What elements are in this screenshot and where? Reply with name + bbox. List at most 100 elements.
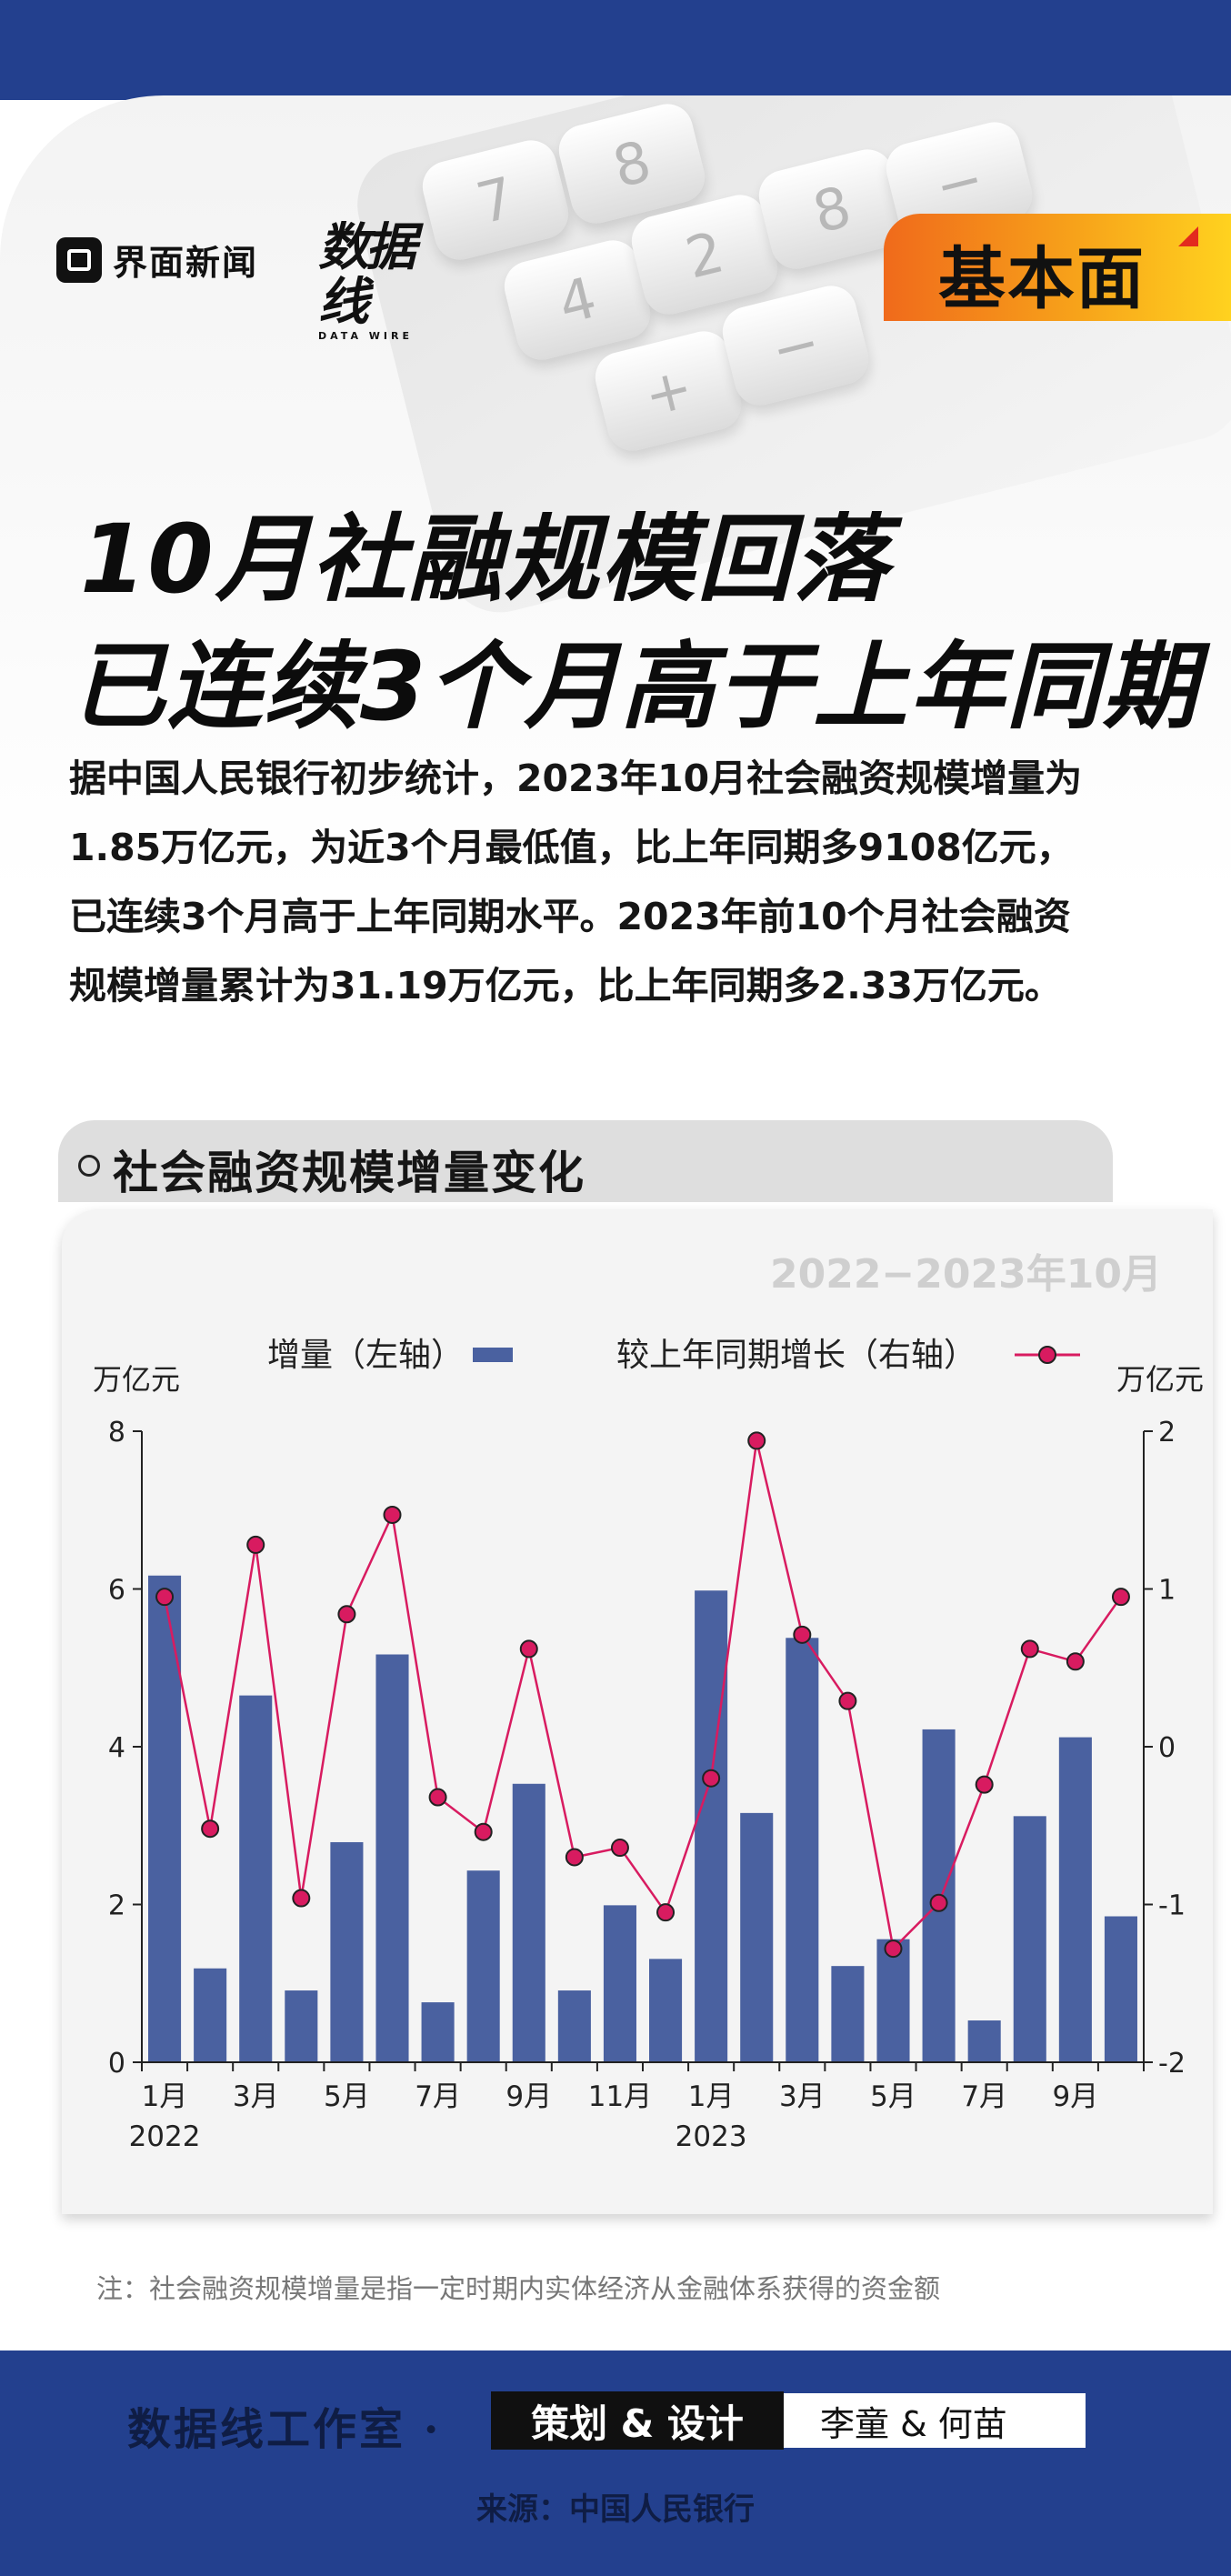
growth-point (474, 1822, 493, 1841)
badge-label: 基本面 (938, 240, 1146, 318)
left-tick-label: 0 (108, 2048, 125, 2080)
top-band (0, 0, 1231, 100)
left-tick-label: 8 (108, 1417, 125, 1448)
intro-line: 规模增量累计为31.19万亿元，比上年同期多2.33万亿元。 (69, 964, 1062, 1007)
bar (512, 1783, 545, 2062)
studio-name: 数据线工作室 · (127, 2404, 442, 2455)
bar (194, 1968, 227, 2062)
growth-line (163, 1440, 1122, 1951)
x-year-label: 2022 (129, 2120, 201, 2153)
left-axis-unit: 万亿元 (93, 1362, 180, 1397)
x-tick-label: 3月 (233, 2080, 279, 2113)
intro-line: 1.85万亿元，为近3个月最低值，比上年同期多9108亿元， (69, 826, 1074, 869)
bar (649, 1959, 683, 2062)
bar (148, 1575, 182, 2062)
footnote: 注：社会融资规模增量是指一定时期内实体经济从金融体系获得的资金额 (96, 2273, 941, 2304)
growth-point (838, 1691, 857, 1710)
growth-point (428, 1788, 447, 1807)
growth-point (747, 1431, 766, 1450)
right-tick-label: 1 (1158, 1575, 1176, 1607)
growth-point (292, 1889, 311, 1908)
growth-point (519, 1639, 538, 1659)
x-tick-label: 9月 (505, 2080, 552, 2113)
intro-line: 据中国人民银行初步统计，2023年10月社会融资规模增量为 (69, 757, 1083, 800)
bar (421, 2002, 455, 2062)
credit-role: 策划 & 设计 (491, 2391, 784, 2450)
section-title: 社会融资规模增量变化 (113, 1147, 585, 1199)
x-tick-label: 5月 (870, 2080, 916, 2113)
growth-point (383, 1505, 402, 1524)
bar (740, 1812, 774, 2062)
growth-point (201, 1819, 220, 1839)
right-axis-unit: 万亿元 (1116, 1362, 1204, 1397)
dataline-logo[interactable]: 数据线 DATA WIRE (318, 218, 445, 343)
section-tab (58, 1120, 1113, 1202)
headline-line-2: 已连续3个月高于上年同期 (71, 631, 1199, 742)
growth-point (155, 1588, 175, 1607)
right-tick-label: 2 (1158, 1417, 1176, 1448)
growth-point (1066, 1652, 1085, 1671)
growth-point (975, 1775, 994, 1794)
bar (603, 1905, 636, 2062)
x-tick-label: 3月 (779, 2080, 826, 2113)
growth-point (610, 1839, 629, 1858)
growth-point (656, 1903, 676, 1922)
x-tick-label: 11月 (588, 2080, 652, 2113)
chart-card: 2022−2023年10月 增量（左轴） 较上年同期增长（右轴） 万亿元 万亿元 0 2 4 6… (62, 1209, 1213, 2214)
footer-band (0, 2350, 1231, 2576)
right-tick-label: -2 (1158, 2048, 1186, 2080)
growth-point (702, 1769, 721, 1788)
bar (695, 1590, 728, 2062)
jiemian-logo[interactable]: 界面新闻 (56, 235, 258, 285)
circle-icon (78, 1155, 100, 1177)
growth-point (929, 1893, 948, 1912)
dataline-logo-text: 数据线 (318, 218, 416, 332)
growth-point (793, 1625, 812, 1644)
right-tick-label: 0 (1158, 1732, 1176, 1764)
credit-names: 李童 & 何苗 (784, 2393, 1086, 2448)
bar (1104, 1916, 1137, 2062)
x-tick-label: 5月 (324, 2080, 370, 2113)
arrow-icon (1178, 226, 1198, 246)
bar (557, 1990, 591, 2062)
x-tick-label: 1月 (142, 2080, 188, 2113)
right-tick-label: -1 (1158, 1890, 1186, 1922)
bar (831, 1966, 865, 2062)
source-text: 来源：中国人民银行 (476, 2491, 755, 2528)
left-tick-label: 6 (108, 1575, 125, 1607)
dataline-logo-sub: DATA WIRE (318, 330, 413, 342)
bar (786, 1638, 819, 2062)
category-badge: 基本面 (884, 214, 1231, 321)
legend-swatch-bar (473, 1348, 513, 1362)
growth-point (1020, 1639, 1039, 1659)
intro-paragraph: 据中国人民银行初步统计，2023年10月社会融资规模增量为 1.85万亿元，为近… (69, 744, 1187, 1020)
x-tick-label: 1月 (688, 2080, 735, 2113)
x-tick-label: 9月 (1052, 2080, 1098, 2113)
headline-line-1: 10月社融规模回落 (80, 504, 890, 615)
intro-line: 已连续3个月高于上年同期水平。2023年前10个月社会融资 (69, 895, 1071, 938)
growth-point (884, 1940, 903, 1959)
legend-label-bar: 增量（左轴） (267, 1337, 464, 1374)
growth-point (337, 1605, 356, 1624)
bar (1058, 1737, 1092, 2062)
bar (285, 1990, 318, 2062)
legend-swatch-marker (1038, 1346, 1056, 1364)
bar (330, 1841, 364, 2062)
left-tick-label: 4 (108, 1732, 125, 1764)
bar (375, 1654, 409, 2062)
growth-point (246, 1535, 265, 1554)
bar (876, 1939, 910, 2062)
bar (239, 1695, 273, 2062)
left-tick-label: 2 (108, 1890, 125, 1922)
growth-point (565, 1848, 584, 1867)
growth-point (1111, 1588, 1130, 1607)
bar (466, 1870, 500, 2062)
legend-label-line: 较上年同期增长（右轴） (616, 1337, 976, 1374)
bar (1013, 1816, 1046, 2062)
x-tick-label: 7月 (961, 2080, 1007, 2113)
x-tick-label: 7月 (415, 2080, 461, 2113)
x-year-label: 2023 (676, 2120, 747, 2153)
jiemian-logo-icon (56, 236, 102, 283)
bar (967, 2020, 1001, 2062)
